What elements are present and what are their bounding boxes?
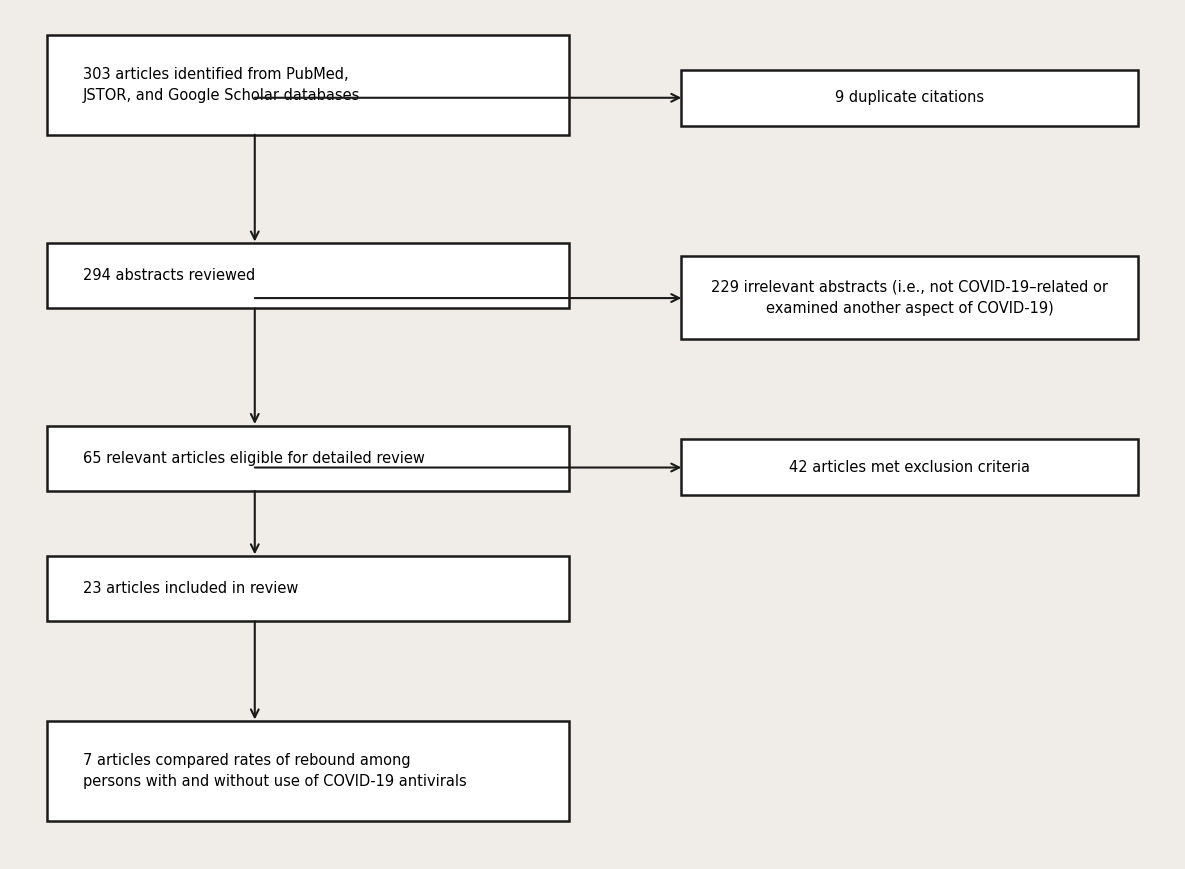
FancyBboxPatch shape [47,721,569,821]
Text: 65 relevant articles eligible for detailed review: 65 relevant articles eligible for detail… [83,451,425,466]
Text: 42 articles met exclusion criteria: 42 articles met exclusion criteria [789,460,1030,474]
Text: 9 duplicate citations: 9 duplicate citations [835,90,984,105]
FancyBboxPatch shape [47,243,569,308]
FancyBboxPatch shape [47,556,569,621]
Text: 7 articles compared rates of rebound among
persons with and without use of COVID: 7 articles compared rates of rebound amo… [83,753,467,789]
FancyBboxPatch shape [47,426,569,491]
Text: 294 abstracts reviewed: 294 abstracts reviewed [83,269,255,283]
FancyBboxPatch shape [681,70,1138,126]
Text: 23 articles included in review: 23 articles included in review [83,581,299,596]
FancyBboxPatch shape [681,256,1138,339]
Text: 229 irrelevant abstracts (i.e., not COVID-19–related or
examined another aspect : 229 irrelevant abstracts (i.e., not COVI… [711,280,1108,315]
Text: 303 articles identified from PubMed,
JSTOR, and Google Scholar databases: 303 articles identified from PubMed, JST… [83,67,360,103]
FancyBboxPatch shape [681,439,1138,495]
FancyBboxPatch shape [47,35,569,135]
